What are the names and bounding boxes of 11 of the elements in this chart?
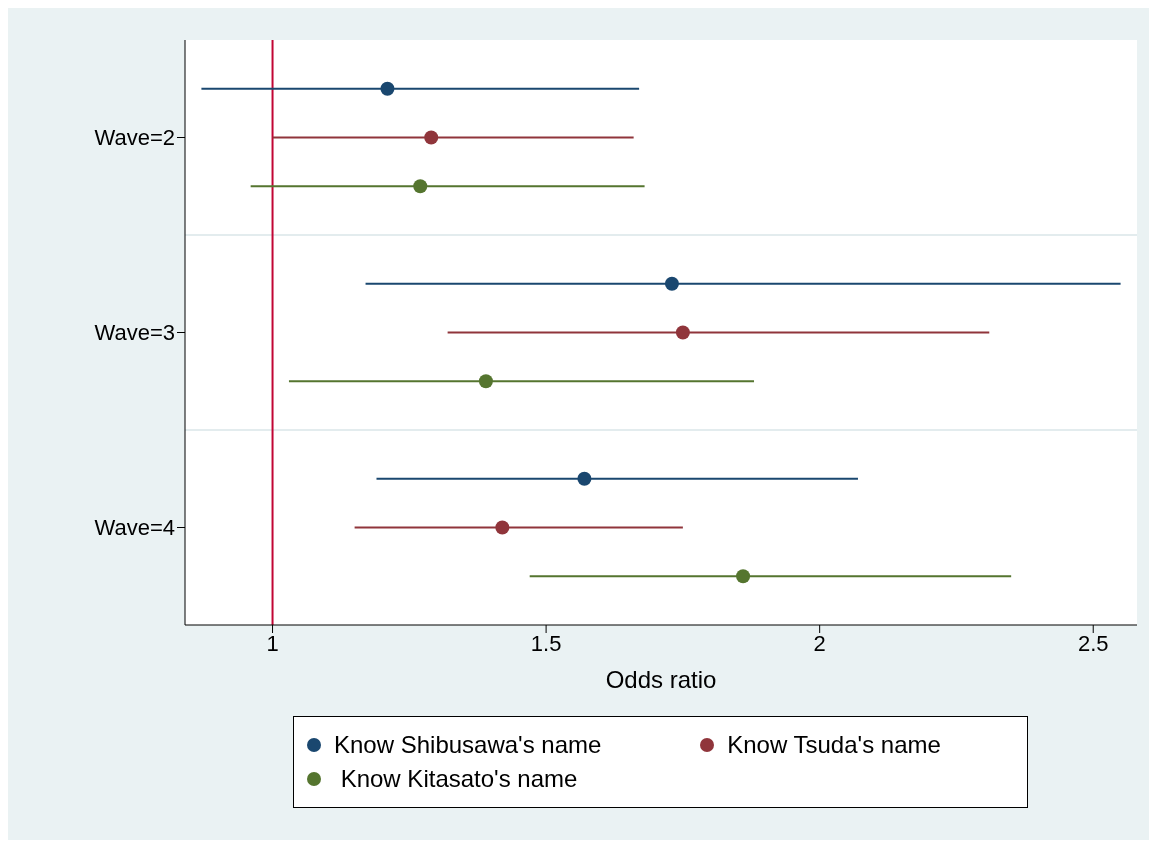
y-tick-label: Wave=4 [94,515,175,541]
legend-label: Know Tsuda's name [727,731,941,759]
x-tick-label: 2.5 [1077,630,1109,656]
y-tick-label: Wave=3 [94,320,175,346]
legend-label: Know Kitasato's name [339,765,578,793]
y-tick-label: Wave=2 [94,125,175,151]
x-axis-title: Odds ratio [605,666,717,693]
legend-label: Know Shibusawa's name [334,731,602,759]
x-tick-label: 2 [813,630,826,656]
x-tick-label: 1.5 [530,630,562,656]
x-tick-label: 1 [266,630,279,656]
